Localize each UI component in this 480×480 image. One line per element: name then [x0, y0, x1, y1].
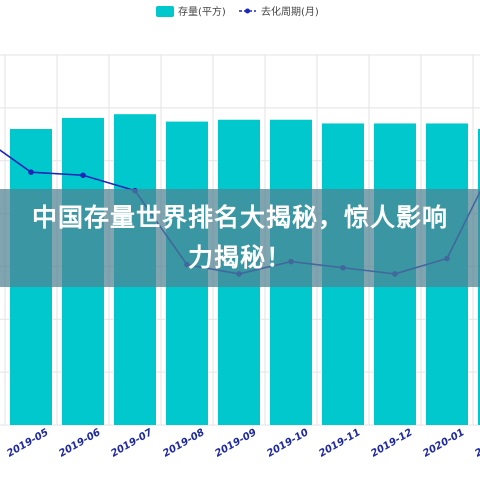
legend[interactable]: 存量(平方) 去化周期(月) [156, 5, 319, 18]
x-tick-label: 2020-02 [473, 427, 480, 459]
legend-line-label: 去化周期(月) [261, 5, 319, 18]
x-tick-label: 2019-10 [265, 427, 310, 459]
line-point-2019-05[interactable] [28, 169, 34, 175]
legend-bar-label: 存量(平方) [178, 5, 226, 18]
x-tick-label: 2019-08 [161, 427, 206, 459]
line-point-2019-06[interactable] [80, 172, 86, 179]
x-tick-label: 2019-12 [369, 427, 414, 459]
legend-line-marker [245, 8, 250, 14]
x-tick-label: 2019-09 [213, 427, 258, 459]
banner-title: 中国存量世界排名大揭秘，惊人影响力揭秘！ [31, 203, 448, 272]
title-banner: 中国存量世界排名大揭秘，惊人影响力揭秘！ [0, 189, 480, 287]
x-tick-label: 2019-05 [5, 427, 50, 459]
x-tick-label: 2019-11 [317, 427, 362, 459]
x-axis-ticks: 2019-05 2019-06 2019-07 2019-08 2019-09 2019-… [5, 427, 480, 459]
x-tick-label: 2019-07 [109, 427, 154, 459]
x-tick-label: 2020-01 [421, 427, 466, 459]
x-tick-label: 2019-06 [57, 427, 102, 459]
legend-bar-swatch [156, 6, 174, 17]
